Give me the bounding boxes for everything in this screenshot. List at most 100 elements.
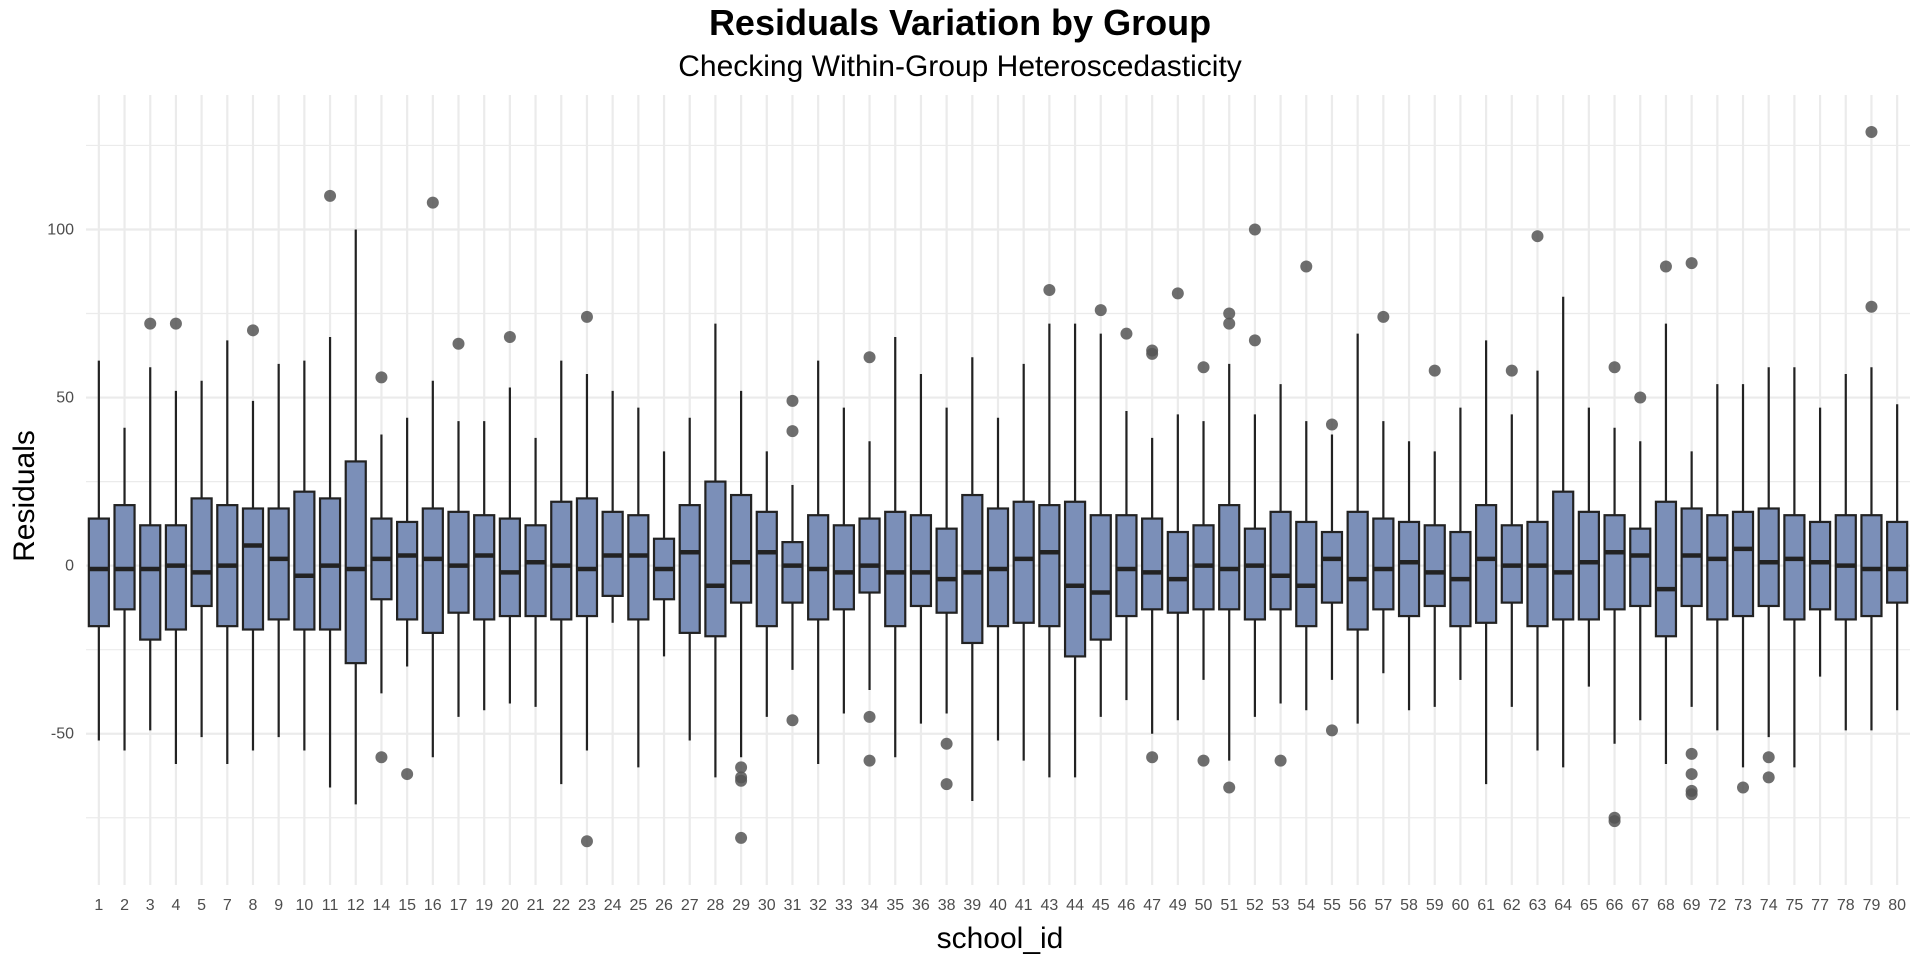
outlier-point bbox=[1197, 754, 1210, 767]
x-tick-label: 3 bbox=[146, 897, 155, 914]
outlier-point bbox=[1325, 418, 1338, 431]
x-tick-label: 10 bbox=[295, 897, 313, 914]
box-iqr bbox=[961, 493, 984, 645]
box-group bbox=[1577, 407, 1600, 687]
box-group bbox=[216, 340, 239, 764]
x-tick-label: 46 bbox=[1118, 897, 1136, 914]
box-iqr bbox=[909, 514, 933, 608]
box-iqr bbox=[1012, 500, 1035, 624]
box-iqr bbox=[1552, 490, 1575, 621]
box-iqr bbox=[832, 524, 855, 611]
box-group bbox=[447, 337, 470, 717]
x-tick-label: 8 bbox=[249, 897, 258, 914]
outlier-point bbox=[144, 317, 157, 330]
x-tick-label: 59 bbox=[1426, 897, 1444, 914]
box-group bbox=[139, 317, 162, 731]
box-iqr bbox=[781, 541, 804, 604]
box-group bbox=[627, 407, 650, 768]
box-iqr bbox=[241, 507, 265, 631]
x-tick-label: 5 bbox=[197, 897, 206, 914]
box-group bbox=[344, 229, 367, 805]
x-tick-label: 72 bbox=[1708, 897, 1726, 914]
box-group bbox=[1834, 374, 1857, 731]
box-iqr bbox=[447, 510, 470, 614]
box-iqr bbox=[704, 480, 727, 638]
outlier-point bbox=[1865, 300, 1878, 313]
box-iqr bbox=[1038, 504, 1061, 628]
x-tick-label: 28 bbox=[707, 897, 725, 914]
box-group bbox=[678, 417, 701, 741]
box-group bbox=[1603, 361, 1626, 828]
box-iqr bbox=[267, 507, 290, 621]
x-tick-label: 58 bbox=[1400, 897, 1418, 914]
y-axis-title: Residuals bbox=[8, 430, 41, 562]
box-layer bbox=[87, 125, 1909, 848]
x-tick-label: 9 bbox=[274, 897, 283, 914]
box-iqr bbox=[524, 524, 547, 618]
y-tick-label: 50 bbox=[56, 390, 74, 407]
outlier-point bbox=[1223, 307, 1236, 320]
outlier-point bbox=[1146, 751, 1159, 764]
box-iqr bbox=[139, 524, 162, 641]
x-tick-label: 65 bbox=[1580, 897, 1598, 914]
x-tick-label: 62 bbox=[1503, 897, 1521, 914]
box-iqr bbox=[1526, 520, 1549, 628]
x-tick-label: 49 bbox=[1169, 897, 1187, 914]
box-iqr bbox=[1063, 500, 1087, 658]
y-tick-label: 100 bbox=[47, 221, 74, 238]
box-group bbox=[961, 357, 984, 801]
box-group bbox=[935, 407, 958, 791]
outlier-point bbox=[426, 196, 439, 209]
outlier-point bbox=[1428, 364, 1441, 377]
outlier-point bbox=[735, 774, 748, 787]
outlier-point bbox=[1197, 361, 1210, 374]
box-iqr bbox=[1320, 530, 1344, 604]
box-group bbox=[113, 427, 136, 751]
box-group bbox=[1243, 223, 1267, 717]
outlier-point bbox=[1171, 287, 1184, 300]
box-iqr bbox=[1706, 514, 1729, 621]
box-group bbox=[1295, 260, 1318, 711]
box-group bbox=[293, 360, 316, 751]
box-iqr bbox=[1346, 510, 1369, 631]
box-group bbox=[473, 421, 496, 711]
outlier-point bbox=[1531, 230, 1544, 243]
x-tick-label: 53 bbox=[1272, 897, 1290, 914]
x-tick-label: 74 bbox=[1760, 897, 1778, 914]
outlier-point bbox=[1737, 781, 1750, 794]
box-iqr bbox=[575, 497, 599, 618]
x-tick-label: 40 bbox=[989, 897, 1007, 914]
outlier-point bbox=[1608, 815, 1621, 828]
box-iqr bbox=[1243, 527, 1267, 621]
box-group bbox=[1886, 404, 1909, 711]
outlier-point bbox=[1762, 771, 1775, 784]
outlier-point bbox=[1223, 317, 1236, 330]
x-tick-label: 52 bbox=[1246, 897, 1264, 914]
chart-subtitle: Checking Within-Group Heteroscedasticity bbox=[678, 50, 1242, 83]
x-tick-label: 75 bbox=[1785, 897, 1803, 914]
x-tick-label: 67 bbox=[1631, 897, 1649, 914]
outlier-point bbox=[1377, 310, 1390, 323]
box-group bbox=[1192, 361, 1215, 767]
box-group bbox=[575, 310, 599, 848]
box-iqr bbox=[1141, 517, 1164, 611]
box-group bbox=[986, 417, 1010, 741]
box-group bbox=[1680, 257, 1703, 801]
box-group bbox=[1706, 384, 1729, 731]
outlier-point bbox=[1685, 768, 1698, 781]
outlier-point bbox=[1762, 751, 1775, 764]
x-tick-label: 34 bbox=[861, 897, 879, 914]
outlier-point bbox=[940, 737, 953, 750]
outlier-point bbox=[1223, 781, 1236, 794]
x-tick-label: 80 bbox=[1888, 897, 1906, 914]
box-iqr bbox=[1423, 524, 1446, 608]
outlier-point bbox=[863, 351, 876, 364]
outlier-point bbox=[1685, 788, 1698, 801]
box-group bbox=[1346, 333, 1369, 724]
box-iqr bbox=[1089, 514, 1112, 641]
outlier-point bbox=[1865, 125, 1878, 138]
box-group bbox=[755, 451, 778, 717]
box-iqr bbox=[1295, 520, 1318, 628]
x-tick-label: 77 bbox=[1811, 897, 1829, 914]
